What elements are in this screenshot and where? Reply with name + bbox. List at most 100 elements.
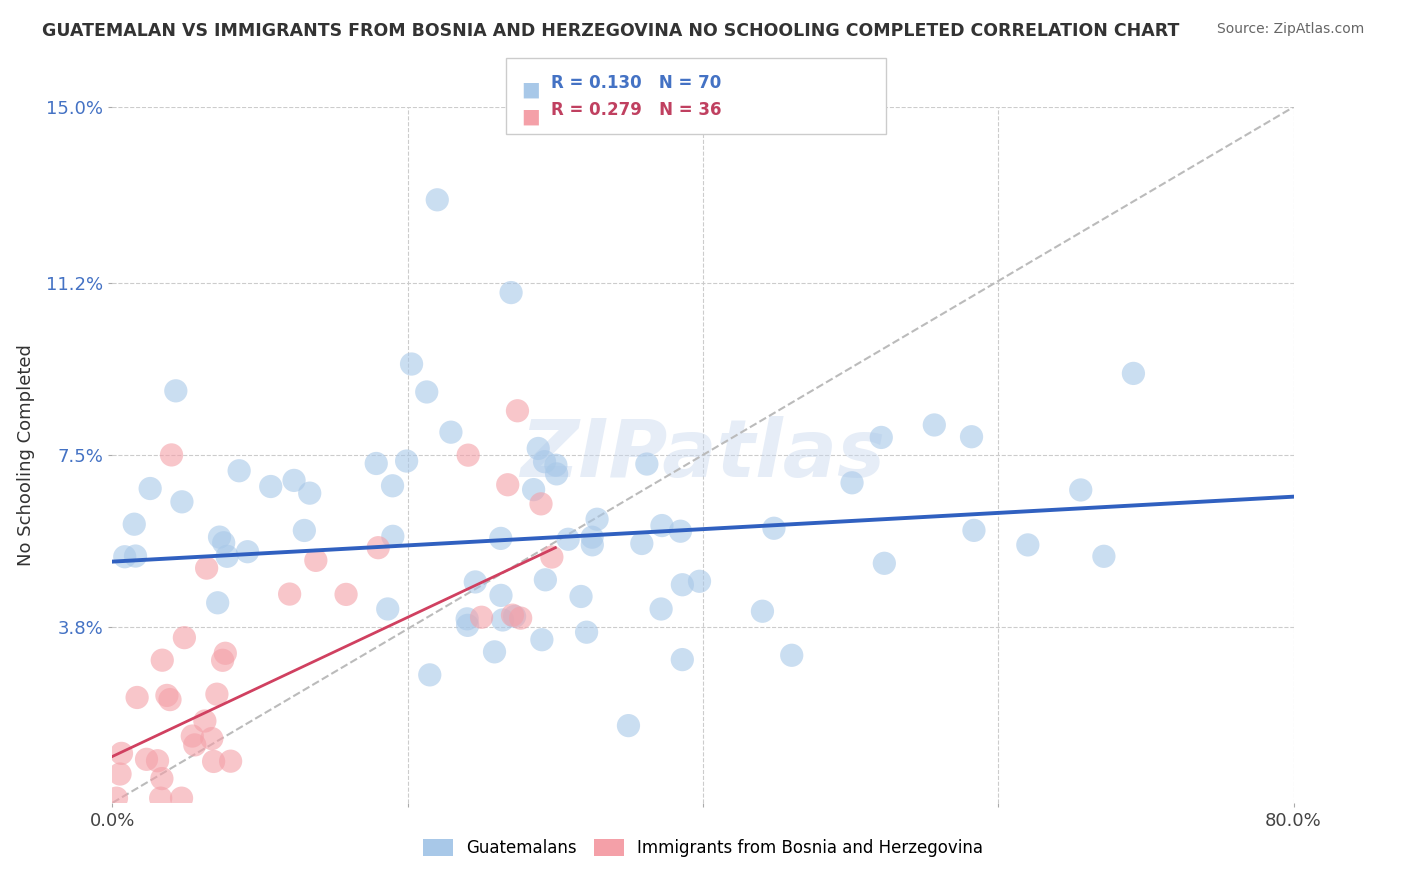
Point <box>501 608 523 623</box>
Point <box>366 457 388 471</box>
Point <box>228 464 250 478</box>
Point <box>426 193 449 207</box>
Point <box>105 791 128 805</box>
Point <box>523 483 546 497</box>
Point <box>546 467 568 481</box>
Point <box>292 524 315 538</box>
Point <box>530 497 553 511</box>
Point <box>1092 549 1115 564</box>
Point <box>484 645 506 659</box>
Point <box>150 772 173 786</box>
Point <box>630 536 652 550</box>
Point <box>671 578 693 592</box>
Point <box>1122 367 1144 381</box>
Point <box>873 557 896 571</box>
Point <box>135 752 157 766</box>
Point <box>149 791 172 805</box>
Point <box>108 767 131 781</box>
Point <box>557 533 579 547</box>
Point <box>506 404 529 418</box>
Point <box>181 729 204 743</box>
Point <box>470 610 494 624</box>
Point <box>160 448 183 462</box>
Text: ▪: ▪ <box>520 103 541 132</box>
Point <box>541 549 564 564</box>
Point <box>283 474 305 488</box>
Point <box>496 477 519 491</box>
Text: ZIPatlas: ZIPatlas <box>520 416 886 494</box>
Point <box>159 692 181 706</box>
Point <box>870 430 893 444</box>
Point <box>456 612 478 626</box>
Point <box>509 611 531 625</box>
Point <box>381 479 404 493</box>
Point <box>581 530 603 544</box>
Point <box>1017 538 1039 552</box>
Point <box>335 587 357 601</box>
Point <box>122 517 145 532</box>
Point <box>489 532 512 546</box>
Point <box>501 285 523 300</box>
Point <box>534 573 557 587</box>
Point <box>780 648 803 663</box>
Text: R = 0.130   N = 70: R = 0.130 N = 70 <box>551 74 721 92</box>
Point <box>205 687 228 701</box>
Point <box>581 538 603 552</box>
Point <box>527 442 550 456</box>
Point <box>395 454 418 468</box>
Point <box>184 738 207 752</box>
Point <box>278 587 301 601</box>
Point <box>305 553 328 567</box>
Point <box>586 512 609 526</box>
Point <box>170 495 193 509</box>
Point <box>381 529 404 543</box>
Point <box>298 486 321 500</box>
Point <box>636 457 658 471</box>
Point <box>156 689 179 703</box>
Point <box>219 754 242 768</box>
Point <box>260 479 283 493</box>
Point <box>212 535 235 549</box>
Point <box>211 653 233 667</box>
Point <box>1070 483 1092 497</box>
Text: ▪: ▪ <box>520 76 541 105</box>
Point <box>110 747 132 761</box>
Point <box>146 754 169 768</box>
Text: Source: ZipAtlas.com: Source: ZipAtlas.com <box>1216 22 1364 37</box>
Point <box>214 646 236 660</box>
Point <box>201 731 224 746</box>
Point <box>464 574 486 589</box>
Point <box>165 384 187 398</box>
Point <box>236 545 259 559</box>
Point <box>124 549 146 563</box>
Point <box>194 714 217 728</box>
Point <box>963 524 986 538</box>
Legend: Guatemalans, Immigrants from Bosnia and Herzegovina: Guatemalans, Immigrants from Bosnia and … <box>416 832 990 864</box>
Text: R = 0.279   N = 36: R = 0.279 N = 36 <box>551 101 721 119</box>
Point <box>419 668 441 682</box>
Y-axis label: No Schooling Completed: No Schooling Completed <box>17 344 35 566</box>
Point <box>841 475 863 490</box>
Point <box>575 625 598 640</box>
Point <box>457 618 479 632</box>
Point <box>202 755 225 769</box>
Point <box>457 448 479 462</box>
Point <box>669 524 692 539</box>
Point <box>489 588 512 602</box>
Point <box>651 518 673 533</box>
Point <box>377 602 399 616</box>
Point <box>530 632 553 647</box>
Text: GUATEMALAN VS IMMIGRANTS FROM BOSNIA AND HERZEGOVINA NO SCHOOLING COMPLETED CORR: GUATEMALAN VS IMMIGRANTS FROM BOSNIA AND… <box>42 22 1180 40</box>
Point <box>491 613 513 627</box>
Point <box>208 530 231 544</box>
Point <box>617 718 640 732</box>
Point <box>569 590 592 604</box>
Point <box>127 690 149 705</box>
Point <box>689 574 711 589</box>
Point <box>751 604 773 618</box>
Point <box>150 653 173 667</box>
Point <box>217 549 239 564</box>
Point <box>367 541 389 555</box>
Point <box>207 596 229 610</box>
Point <box>960 430 983 444</box>
